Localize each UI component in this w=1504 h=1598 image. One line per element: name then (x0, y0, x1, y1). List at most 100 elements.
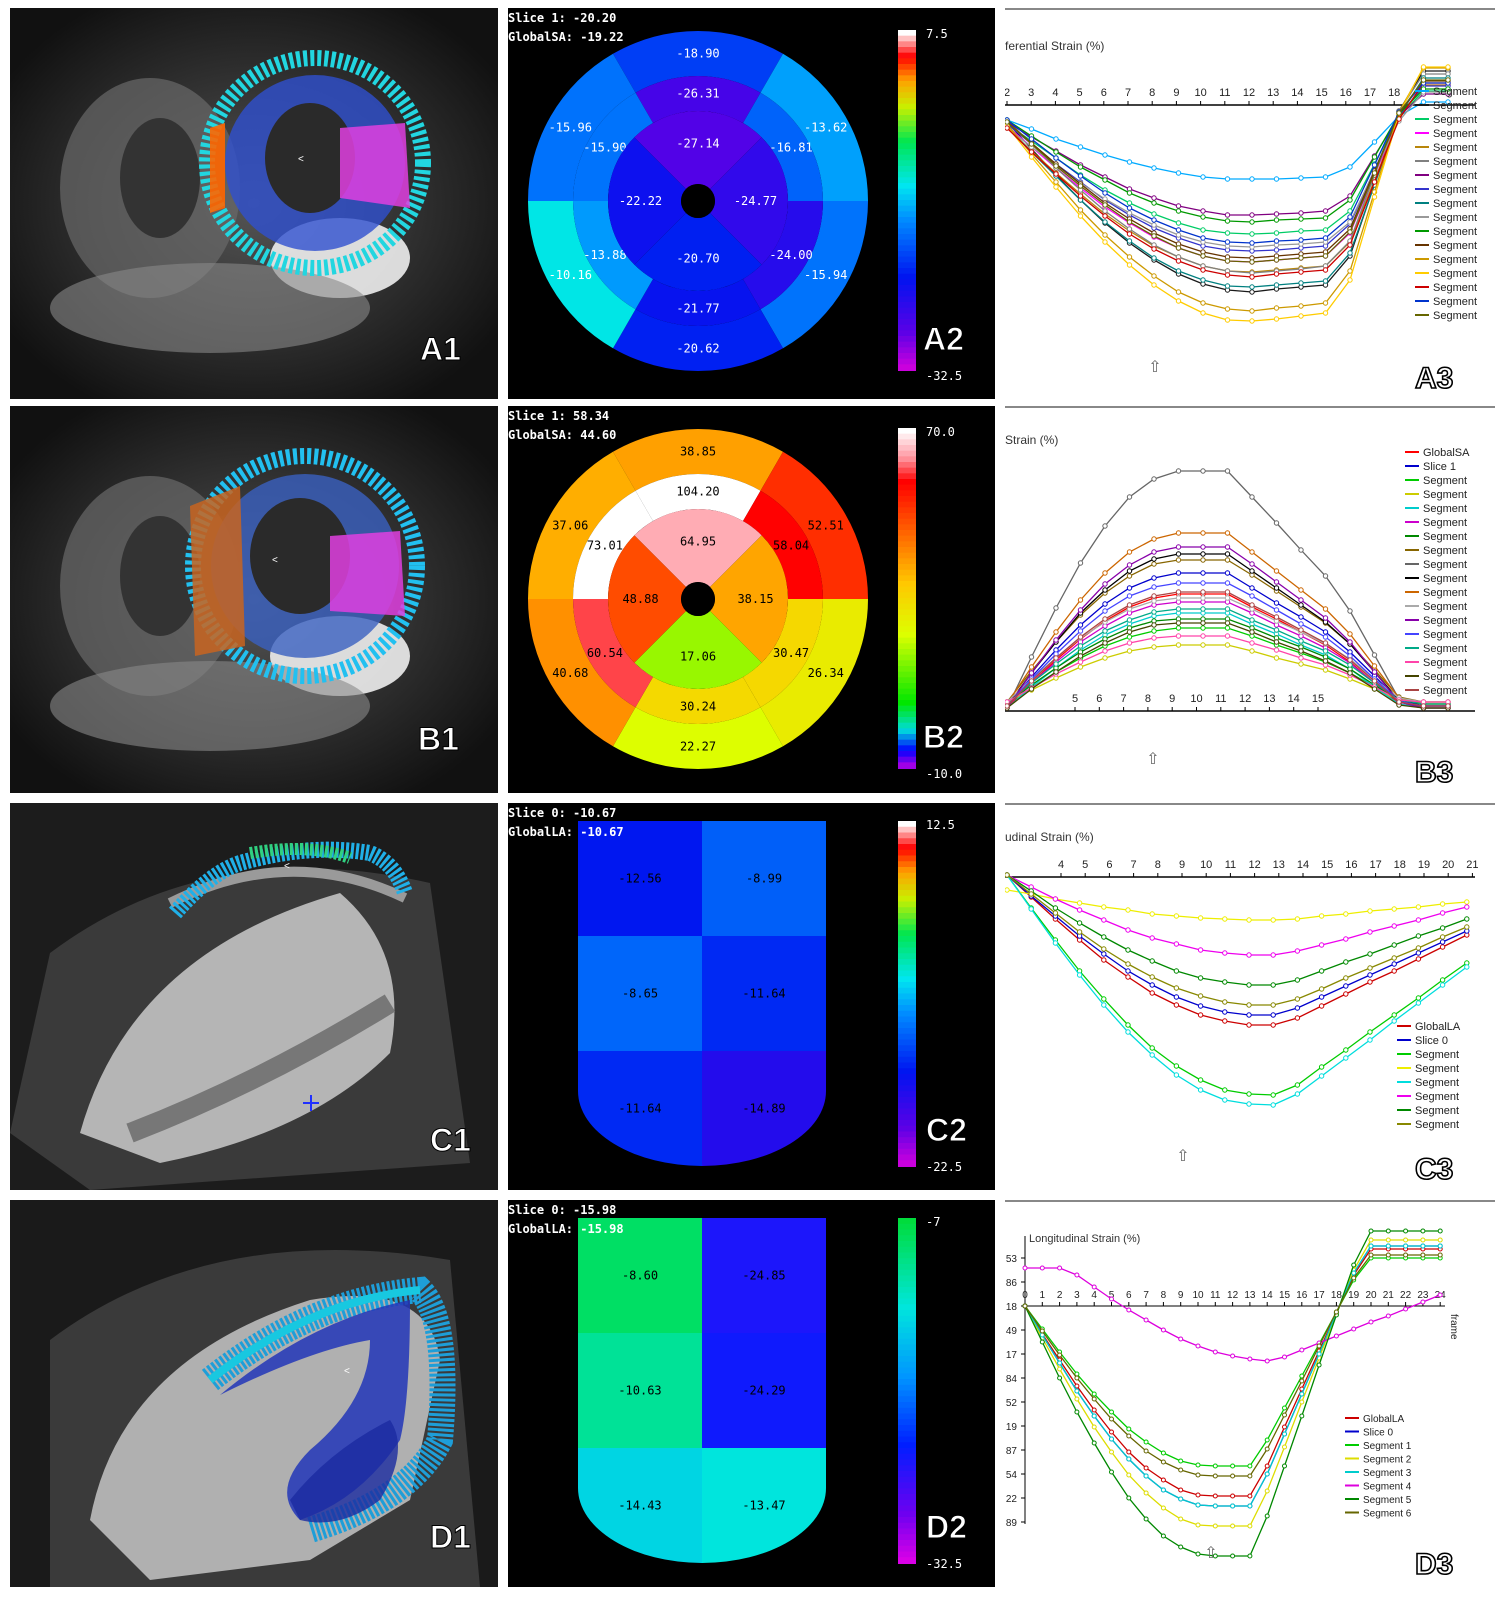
curve-point (1445, 77, 1451, 83)
segment-m1 (743, 92, 823, 201)
curve-point (1101, 917, 1107, 923)
curve-point (1053, 655, 1059, 661)
curve-point (1249, 561, 1255, 567)
curve-point (1077, 193, 1084, 199)
curve-point (1125, 1022, 1131, 1028)
y-tick-label: 3.53 (1005, 1254, 1017, 1265)
curve-point (1195, 1492, 1201, 1498)
curve-point (1057, 1265, 1063, 1271)
segment-value-m5: -15.90 (583, 140, 626, 154)
curve-point (1298, 280, 1304, 286)
curve-point (1091, 1391, 1097, 1397)
curve-point (1420, 1228, 1426, 1234)
legend-label: GlobalSA (1423, 447, 1470, 459)
curve-point (1151, 598, 1157, 604)
color-scale-bar (898, 821, 916, 1167)
curve-point (1249, 318, 1255, 324)
curve-point (1420, 99, 1427, 105)
curve-point (1074, 1409, 1080, 1415)
curve-point (1151, 195, 1157, 201)
grid-value-0: -8.60 (622, 1269, 658, 1283)
curve-point (1028, 141, 1035, 147)
curve-point (1200, 625, 1206, 631)
curve-point (1197, 993, 1204, 999)
curve-point (1264, 1358, 1270, 1364)
y-tick-label: -8.19 (1005, 1422, 1017, 1433)
x-tick-label: 20 (1442, 859, 1454, 871)
curve-point (1175, 232, 1182, 238)
curve-point (1371, 179, 1378, 185)
curve-point (1028, 891, 1034, 897)
curve-point (1053, 661, 1059, 667)
curve-point (1175, 208, 1182, 214)
curve-point (1347, 277, 1353, 283)
global-value: GlobalLA: -15.98 (508, 1222, 624, 1236)
grid-value-2: -8.65 (622, 987, 658, 1001)
curve-point (1005, 125, 1010, 131)
curve-point (1273, 655, 1280, 661)
curve-point (1439, 934, 1446, 940)
legend-label: Segment (1433, 100, 1477, 112)
curve-point (1347, 608, 1353, 614)
curve-2 (1006, 874, 1468, 1096)
curve-point (1175, 227, 1182, 233)
curve-point (1270, 1002, 1276, 1008)
x-tick-label: 21 (1466, 859, 1478, 871)
curve-point (1200, 227, 1206, 233)
segment-value-m3: 30.24 (680, 700, 716, 714)
x-tick-label: 6 (1101, 87, 1107, 99)
x-tick-label: 14 (1291, 87, 1303, 99)
legend-label: Segment (1415, 1063, 1459, 1075)
curve-point (1270, 982, 1276, 988)
curve-point (1109, 1409, 1114, 1415)
y-tick-label: -11.54 (1005, 1470, 1017, 1481)
curve-point (1200, 267, 1206, 273)
curve-point (1282, 1354, 1287, 1360)
panel-tag: C3 (1415, 1153, 1453, 1186)
curve-point (1102, 570, 1108, 576)
curve-point (1224, 283, 1231, 289)
legend-label: Segment (1423, 601, 1467, 613)
x-tick-label: 5 (1072, 693, 1078, 705)
legend-label: Segment (1433, 142, 1477, 154)
legend-label: Segment (1433, 254, 1477, 266)
x-tick-label: 7 (1125, 87, 1131, 99)
legend: GlobalSA Slice 1 Segment Segment Segment Segm… (1405, 447, 1470, 697)
curve-point (1053, 163, 1059, 169)
curve-point (1367, 951, 1373, 957)
curve-point (1298, 216, 1304, 222)
segment-m0 (635, 76, 761, 124)
curve-point (1109, 1436, 1114, 1442)
x-tick-label: 3 (1028, 87, 1034, 99)
curve-point (1351, 1270, 1357, 1276)
curve-point (1367, 1029, 1373, 1035)
x-tick-label: 15 (1315, 87, 1327, 99)
scale-min-label: -32.5 (926, 1557, 962, 1571)
curve-point (1298, 228, 1304, 234)
curve-point (1178, 1467, 1184, 1473)
curve-point (1195, 1522, 1201, 1528)
curve-point (1367, 1037, 1373, 1043)
curve-point (1143, 1448, 1149, 1454)
x-tick-label: 18 (1394, 859, 1406, 871)
legend-label: Segment (1433, 240, 1477, 252)
x-tick-label: 9 (1169, 693, 1175, 705)
curve-point (1322, 573, 1329, 579)
curve-point (1249, 212, 1255, 218)
curve-point (1160, 1487, 1166, 1493)
curve-point (1371, 663, 1378, 669)
legend: GlobalLA Slice 0 Segment 1 Segment 2 Segment… (1345, 1414, 1412, 1520)
curve-point (1322, 215, 1329, 221)
curve-point (1347, 670, 1353, 676)
curve-point (1322, 667, 1329, 673)
scale-max-label: 12.5 (926, 818, 955, 832)
curve-point (1249, 568, 1255, 574)
curve-point (1322, 174, 1329, 180)
curve-point (1151, 622, 1157, 628)
curve-point (1298, 269, 1304, 275)
curve-point (1294, 1091, 1301, 1097)
plot-title: ferential Strain (%) (1005, 39, 1104, 53)
curve-point (1175, 468, 1182, 474)
curve-point (1322, 208, 1329, 214)
legend-label: Segment (1423, 615, 1467, 627)
